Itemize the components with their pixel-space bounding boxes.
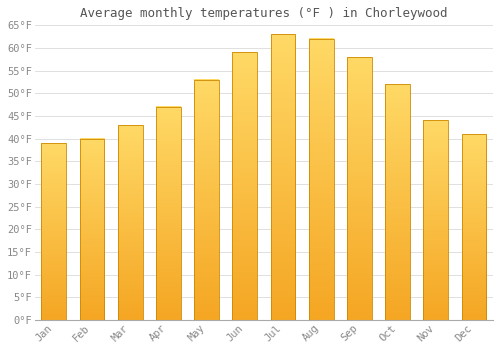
Bar bbox=[309, 39, 334, 320]
Title: Average monthly temperatures (°F ) in Chorleywood: Average monthly temperatures (°F ) in Ch… bbox=[80, 7, 448, 20]
Bar bbox=[42, 143, 66, 320]
Bar bbox=[118, 125, 142, 320]
Bar bbox=[462, 134, 486, 320]
Bar bbox=[156, 107, 181, 320]
Bar bbox=[232, 52, 257, 320]
Bar bbox=[270, 34, 295, 320]
Bar bbox=[424, 120, 448, 320]
Bar bbox=[194, 80, 219, 320]
Bar bbox=[385, 84, 410, 320]
Bar bbox=[80, 139, 104, 320]
Bar bbox=[347, 57, 372, 320]
